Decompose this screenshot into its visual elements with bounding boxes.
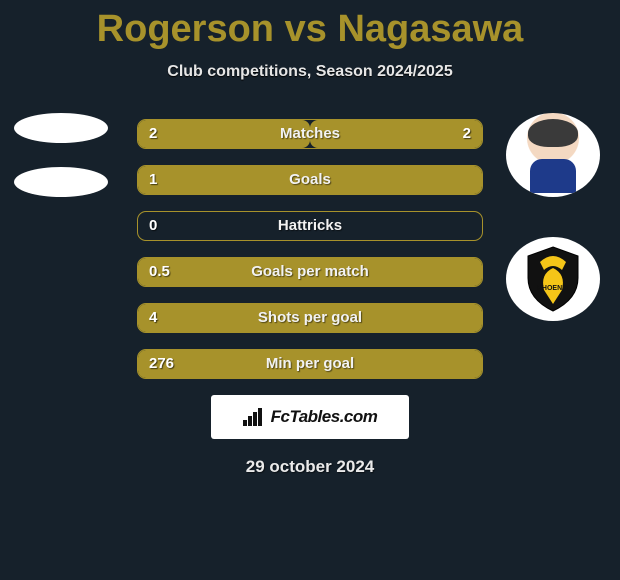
bar-row: Hattricks0 bbox=[137, 211, 483, 241]
player2-avatar bbox=[506, 113, 600, 197]
bar-value-player2: 2 bbox=[463, 119, 471, 149]
bar-label: Min per goal bbox=[137, 349, 483, 379]
right-avatar-column: PHOENIX bbox=[498, 113, 608, 361]
player1-name: Rogerson bbox=[97, 8, 274, 50]
bar-value-player1: 4 bbox=[149, 303, 157, 333]
bar-label: Goals per match bbox=[137, 257, 483, 287]
player1-club-crest bbox=[14, 167, 108, 197]
svg-text:PHOENIX: PHOENIX bbox=[537, 285, 569, 292]
bar-value-player1: 1 bbox=[149, 165, 157, 195]
footer-date: 29 october 2024 bbox=[0, 457, 620, 477]
comparison-bars: Matches2 2 Goals1 Hattricks0 Goals per match… bbox=[137, 119, 483, 379]
bar-row: Min per goal276 bbox=[137, 349, 483, 379]
bar-label: Matches bbox=[137, 119, 483, 149]
bar-value-player1: 2 bbox=[149, 119, 157, 149]
bar-label: Hattricks bbox=[137, 211, 483, 241]
bar-label: Goals bbox=[137, 165, 483, 195]
bar-row: Goals per match0.5 bbox=[137, 257, 483, 287]
club-crest-icon: PHOENIX bbox=[518, 244, 588, 314]
player1-avatar bbox=[14, 113, 108, 143]
bar-value-player1: 0 bbox=[149, 211, 157, 241]
bar-value-player1: 276 bbox=[149, 349, 174, 379]
bar-label: Shots per goal bbox=[137, 303, 483, 333]
vs-label: vs bbox=[285, 8, 327, 50]
footer-logo: FcTables.com bbox=[211, 395, 409, 439]
left-avatar-column bbox=[6, 113, 116, 221]
bar-value-player1: 0.5 bbox=[149, 257, 170, 287]
bar-row: Shots per goal4 bbox=[137, 303, 483, 333]
fctables-icon bbox=[243, 408, 265, 426]
bar-row: Matches2 2 bbox=[137, 119, 483, 149]
player2-club-crest: PHOENIX bbox=[506, 237, 600, 321]
page-title: Rogerson vs Nagasawa bbox=[0, 0, 620, 51]
comparison-content: PHOENIX Matches2 2 Goals1 Hattricks0 Goals p… bbox=[0, 119, 620, 379]
subtitle: Club competitions, Season 2024/2025 bbox=[0, 63, 620, 81]
bar-row: Goals1 bbox=[137, 165, 483, 195]
player2-name: Nagasawa bbox=[337, 8, 523, 50]
footer-logo-text: FcTables.com bbox=[271, 407, 378, 427]
